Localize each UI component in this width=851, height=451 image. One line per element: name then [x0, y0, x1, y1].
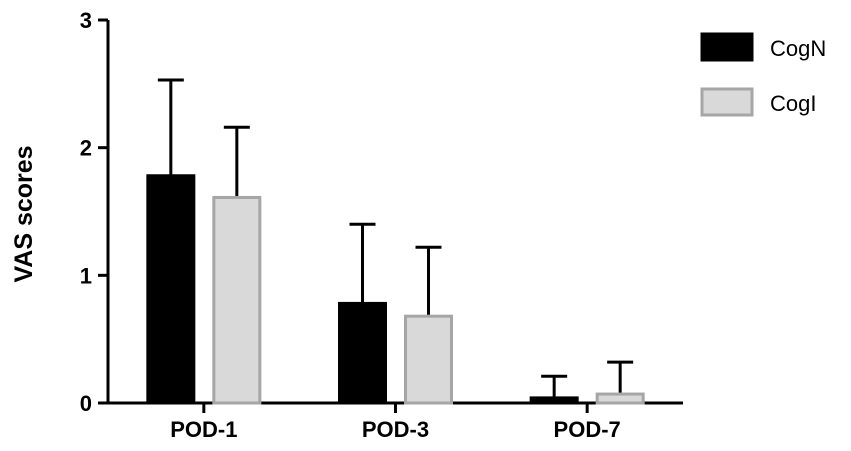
legend: CogN CogI: [700, 32, 826, 117]
legend-swatch: [700, 32, 754, 62]
bars: [146, 78, 645, 405]
x-tick-label: POD-3: [362, 417, 429, 442]
x-tick-label: POD-1: [170, 417, 237, 442]
y-axis: 0 1 2 3: [80, 8, 110, 416]
bar: [146, 174, 196, 405]
legend-swatch: [700, 87, 754, 117]
y-axis-label: VAS scores: [10, 145, 38, 282]
legend-label: CogN: [770, 36, 826, 61]
bar: [212, 195, 262, 405]
legend-label: CogI: [770, 91, 816, 116]
bar: [338, 301, 387, 405]
y-tick-label: 2: [80, 136, 92, 161]
x-axis: POD-1 POD-3 POD-7: [108, 401, 683, 442]
x-tick-label: POD-7: [554, 417, 621, 442]
bar: [595, 392, 645, 405]
y-tick-label: 3: [80, 8, 92, 33]
y-tick-label: 1: [80, 263, 92, 288]
y-tick-label: 0: [80, 391, 92, 416]
bar: [529, 396, 579, 405]
bar: [404, 314, 453, 405]
